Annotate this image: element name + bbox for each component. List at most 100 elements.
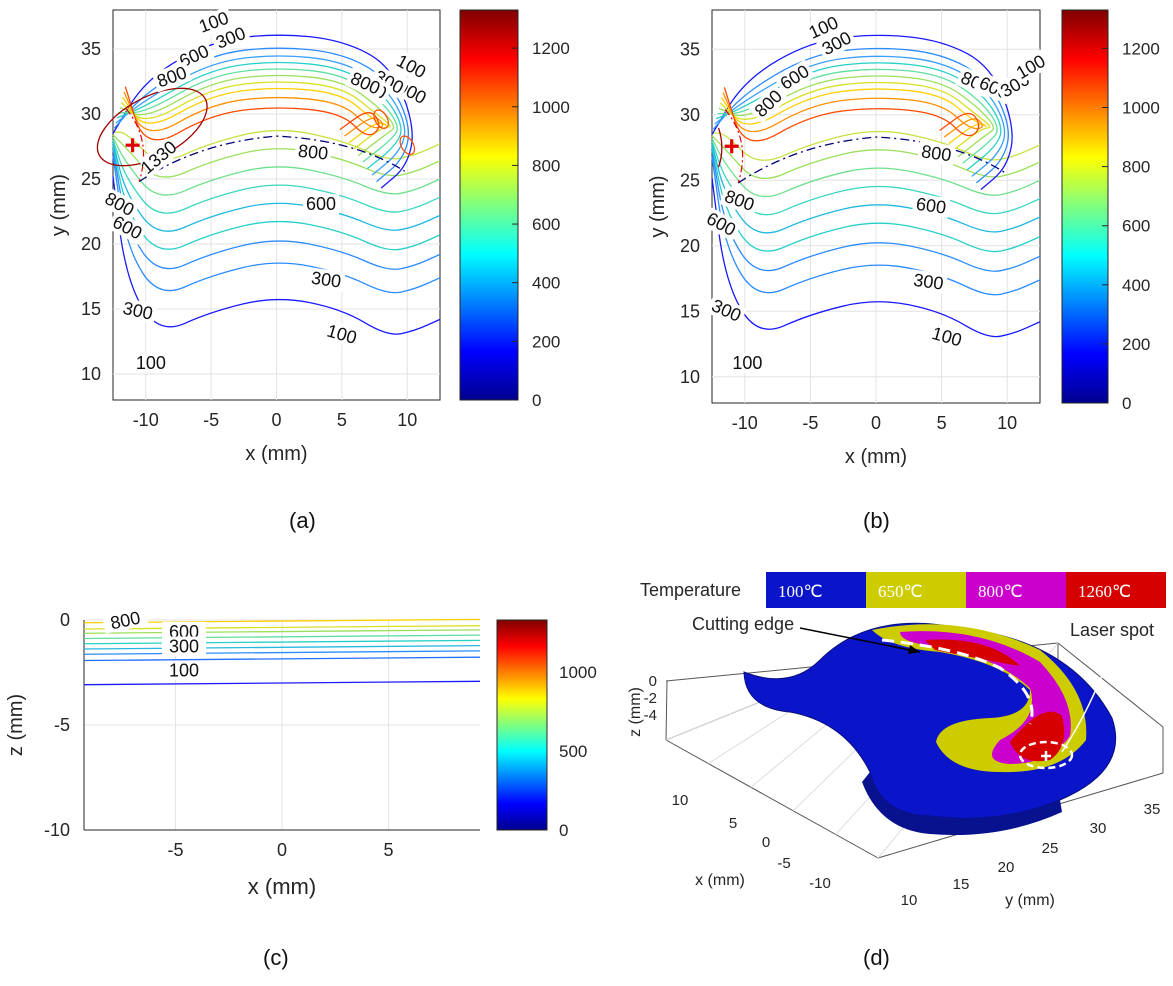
contour-line <box>83 639 481 645</box>
y-tick-label: 30 <box>680 105 700 125</box>
y-tick-label: 30 <box>1090 820 1107 837</box>
y-axis-label: y (mm) <box>647 175 669 237</box>
contour-label-bg <box>302 194 339 215</box>
contour-label-bg <box>911 193 951 219</box>
y-tick-label: 35 <box>81 39 101 59</box>
colorbar <box>496 619 548 831</box>
panel-label-d: (d) <box>863 945 890 970</box>
contour-label-bg <box>1010 49 1052 85</box>
contour-label: 100 <box>732 353 762 373</box>
colorbar-tick-label: 600 <box>1122 217 1150 236</box>
contour-label-bg <box>748 83 789 124</box>
contour-line <box>83 680 481 686</box>
legend-label: 800℃ <box>978 582 1023 601</box>
contour-label-bg <box>151 61 193 93</box>
contour-plot-a: -10 -5 0 5 10 10 15 20 25 30 35 x (mm) y (mm) 100 300 6… <box>48 6 570 465</box>
y-tick-label: 20 <box>680 236 700 256</box>
y-axis-label: y (mm) <box>1005 892 1055 909</box>
colorbar <box>1061 9 1109 404</box>
contour-line <box>112 134 441 178</box>
contour-label-bg <box>729 352 766 373</box>
y-tick-label: 25 <box>680 170 700 190</box>
contour-line-1330 <box>717 127 723 168</box>
contour-label: 300 <box>169 637 199 657</box>
contour-line <box>120 81 391 150</box>
x-tick-label: 5 <box>937 413 947 433</box>
legend-color <box>866 572 966 608</box>
contour-label-bg <box>101 606 149 634</box>
y-tick-label: 30 <box>81 104 101 124</box>
contour-label-bg <box>816 26 858 61</box>
colorbar-tick-label: 800 <box>532 156 560 175</box>
annotation-arrow <box>799 627 921 653</box>
contour-line <box>712 47 1009 184</box>
annotation-laser-spot: Laser spot <box>1070 620 1154 640</box>
surface-side <box>862 772 1062 836</box>
contour-line <box>112 139 441 214</box>
contour-line <box>113 47 410 183</box>
contour-label: 800 <box>920 141 953 165</box>
y-tick-label: 25 <box>1042 840 1059 857</box>
y-tick-label: 25 <box>81 169 101 189</box>
contour-label-bg <box>132 352 169 373</box>
contour-line <box>123 91 384 137</box>
contour-line <box>83 618 481 624</box>
contour-label-bg <box>98 186 141 222</box>
contour-line <box>116 61 402 170</box>
contour-line <box>83 634 481 640</box>
colorbar-tick-label: 200 <box>532 332 560 351</box>
contour-label-bg <box>321 319 362 349</box>
panel-label-a: (a) <box>289 508 316 533</box>
colorbar-tick-label: 1200 <box>1122 39 1160 58</box>
x-tick-label: 5 <box>337 410 347 430</box>
y-tick-label: 20 <box>998 859 1015 876</box>
contour-label: 600 <box>306 194 336 214</box>
contour-line <box>83 656 481 662</box>
y-tick-label: 10 <box>901 892 918 909</box>
contour-plot-c: -5 0 5-10-50x (mm)z (mm)800 600300100050010… <box>5 606 597 899</box>
x-tick-label: 0 <box>762 834 770 851</box>
contour-line <box>718 75 995 158</box>
contour-line <box>112 137 441 196</box>
cutting-edge-line <box>737 136 1005 184</box>
contour-line <box>721 88 987 145</box>
y-tick-label: 0 <box>60 610 70 630</box>
contour-label: 300 <box>912 270 945 294</box>
contour-line <box>711 138 1041 198</box>
legend-title: Temperature <box>640 580 741 600</box>
annotation-cutting-edge: Cutting edge <box>692 614 794 634</box>
contour-line <box>83 625 481 630</box>
legend-color <box>766 572 866 608</box>
contour-label: 100 <box>136 353 166 373</box>
x-tick-label: 0 <box>271 410 281 430</box>
axis-frame <box>665 680 668 741</box>
contour-line <box>83 629 481 634</box>
contour-label-bg <box>344 66 386 100</box>
z-tick-label: -4 <box>644 707 657 724</box>
contour-label-bg <box>774 59 816 96</box>
contour-line <box>83 644 481 650</box>
y-tick-label: 10 <box>680 367 700 387</box>
x-tick-label: -10 <box>732 413 758 433</box>
contour-label-bg <box>368 64 410 100</box>
x-tick-label: 0 <box>277 840 287 860</box>
contour-line <box>83 650 481 655</box>
axis-frame <box>1057 642 1164 728</box>
contour-label-bg <box>700 206 742 242</box>
x-tick-label: 10 <box>672 792 689 809</box>
colorbar-tick-label: 1000 <box>1122 99 1160 118</box>
z-axis-label: z (mm) <box>627 687 644 737</box>
legend-label: 100℃ <box>778 582 823 601</box>
colorbar-tick-label: 200 <box>1122 335 1150 354</box>
y-tick-label: 15 <box>81 299 101 319</box>
x-tick-label: 5 <box>729 815 737 832</box>
y-axis-label: y (mm) <box>48 174 70 236</box>
laser-spot-marker <box>724 139 739 154</box>
contour-line <box>124 86 380 141</box>
contour-line <box>112 176 441 335</box>
y-axis-label: z (mm) <box>5 694 27 756</box>
annotation-arrowhead <box>908 645 920 654</box>
x-tick-label: 10 <box>997 413 1017 433</box>
contour-label-bg <box>138 138 179 177</box>
